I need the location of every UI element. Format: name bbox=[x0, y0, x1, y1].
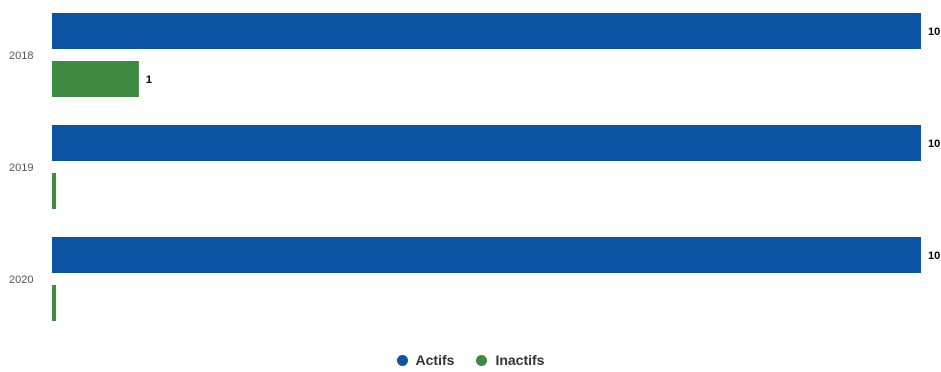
data-label-actifs-2020: 10 bbox=[928, 250, 940, 262]
bar-inactifs-2020[interactable] bbox=[52, 285, 56, 321]
legend-label-inactifs: Inactifs bbox=[495, 352, 545, 368]
legend-item-actifs[interactable]: Actifs bbox=[396, 352, 455, 368]
bar-actifs-2020[interactable] bbox=[52, 237, 921, 273]
legend: Actifs Inactifs bbox=[0, 352, 941, 368]
bar-inactifs-2018[interactable] bbox=[52, 61, 139, 97]
category-label-2020: 2020 bbox=[9, 274, 33, 286]
legend-marker-actifs bbox=[396, 354, 408, 366]
data-label-actifs-2019: 10 bbox=[928, 138, 940, 150]
bar-actifs-2018[interactable] bbox=[52, 13, 921, 49]
legend-marker-inactifs bbox=[476, 354, 488, 366]
category-label-2019: 2019 bbox=[9, 162, 33, 174]
legend-item-inactifs[interactable]: Inactifs bbox=[476, 352, 544, 368]
bar-inactifs-2019[interactable] bbox=[52, 173, 56, 209]
data-label-actifs-2018: 10 bbox=[928, 26, 940, 38]
legend-label-actifs: Actifs bbox=[415, 352, 455, 368]
data-label-inactifs-2018: 1 bbox=[146, 74, 152, 86]
category-label-2018: 2018 bbox=[9, 50, 33, 62]
bar-actifs-2019[interactable] bbox=[52, 125, 921, 161]
